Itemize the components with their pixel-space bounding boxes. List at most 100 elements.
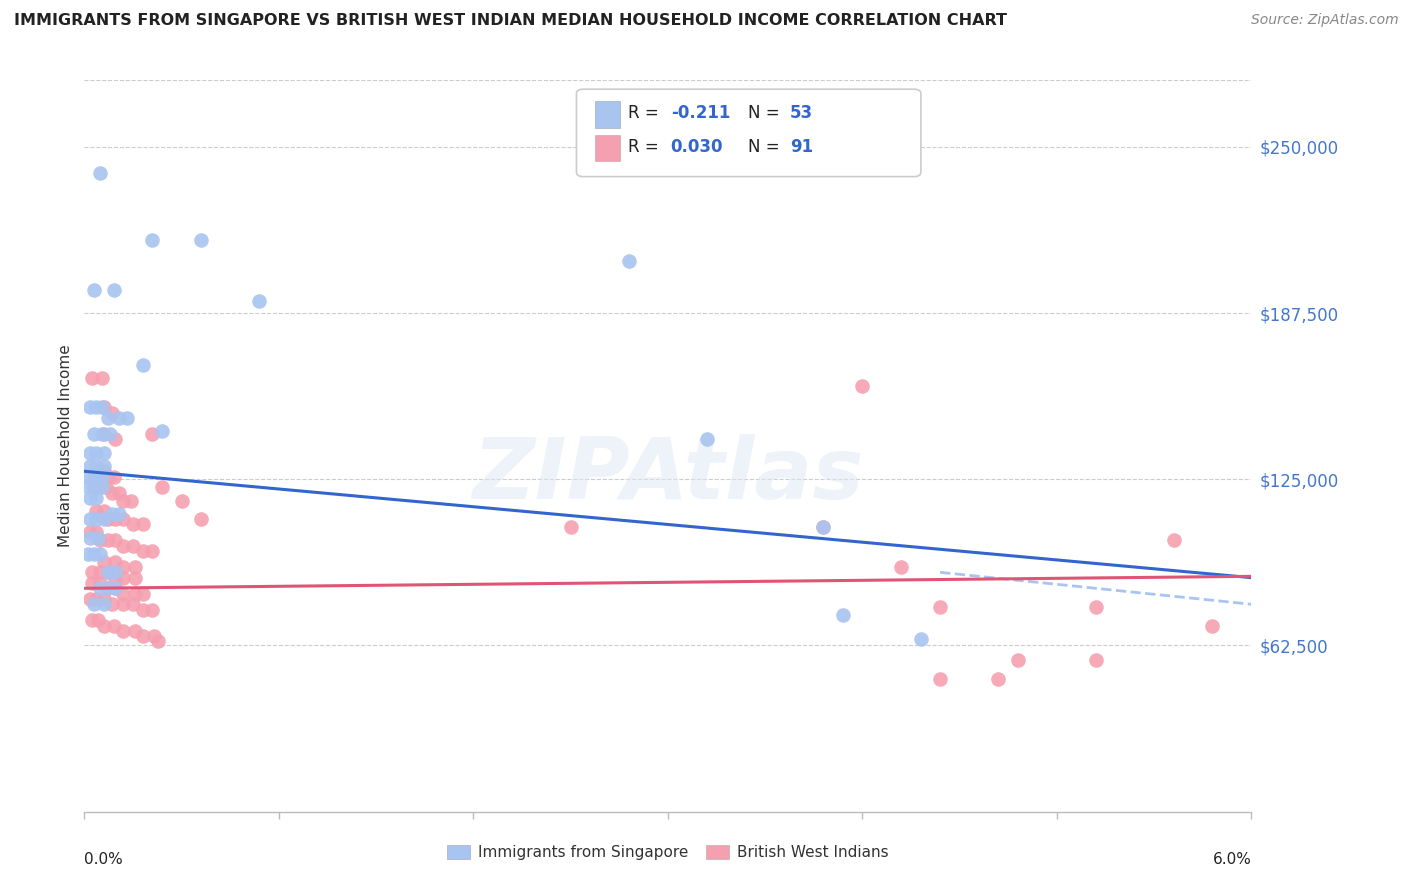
- Point: [617, 254, 640, 268]
- Text: 6.0%: 6.0%: [1212, 852, 1251, 867]
- Point: [89, 533, 111, 548]
- Point: [89, 547, 111, 561]
- Point: [83, 284, 105, 298]
- Point: [79, 445, 101, 459]
- Point: [84, 512, 107, 526]
- Point: [100, 485, 122, 500]
- Point: [103, 618, 125, 632]
- Point: [94, 480, 117, 494]
- Point: [93, 618, 115, 632]
- Point: [100, 406, 122, 420]
- Point: [79, 591, 101, 606]
- Point: [83, 427, 105, 442]
- Point: [132, 517, 155, 532]
- Point: [1201, 618, 1223, 632]
- Point: [108, 485, 131, 500]
- Point: [93, 591, 115, 606]
- Point: [124, 624, 146, 638]
- Point: [90, 401, 112, 415]
- Point: [141, 427, 163, 442]
- Point: [93, 597, 115, 611]
- Point: [112, 586, 135, 600]
- Text: 0.030: 0.030: [671, 138, 723, 156]
- Point: [84, 591, 107, 606]
- Point: [79, 458, 101, 473]
- Text: N =: N =: [748, 104, 785, 122]
- Point: [148, 634, 170, 648]
- Text: R =: R =: [628, 138, 665, 156]
- Point: [696, 433, 718, 447]
- Point: [93, 458, 115, 473]
- Point: [141, 602, 163, 616]
- Text: IMMIGRANTS FROM SINGAPORE VS BRITISH WEST INDIAN MEDIAN HOUSEHOLD INCOME CORRELA: IMMIGRANTS FROM SINGAPORE VS BRITISH WES…: [14, 13, 1007, 29]
- Point: [97, 582, 120, 596]
- Point: [141, 544, 163, 558]
- Point: [108, 507, 131, 521]
- Point: [97, 566, 120, 580]
- Point: [97, 469, 120, 483]
- Point: [150, 480, 173, 494]
- Legend: Immigrants from Singapore, British West Indians: Immigrants from Singapore, British West …: [441, 838, 894, 866]
- Point: [124, 571, 146, 585]
- Point: [1084, 599, 1107, 614]
- Point: [93, 504, 115, 518]
- Point: [851, 379, 873, 393]
- Point: [97, 566, 120, 580]
- Text: Source: ZipAtlas.com: Source: ZipAtlas.com: [1251, 13, 1399, 28]
- Point: [93, 427, 115, 442]
- Point: [560, 520, 582, 534]
- Point: [115, 411, 138, 425]
- Point: [832, 607, 855, 622]
- Text: -0.211: -0.211: [671, 104, 730, 122]
- Point: [104, 582, 127, 596]
- Point: [79, 525, 101, 540]
- Point: [100, 507, 122, 521]
- Point: [83, 480, 105, 494]
- Point: [79, 401, 101, 415]
- Point: [89, 582, 111, 596]
- Point: [98, 427, 121, 442]
- Point: [90, 427, 112, 442]
- Point: [132, 544, 155, 558]
- Point: [249, 293, 271, 308]
- Point: [82, 576, 104, 591]
- Point: [122, 539, 145, 553]
- Point: [104, 566, 127, 580]
- Point: [103, 284, 125, 298]
- Point: [87, 613, 110, 627]
- Point: [89, 166, 111, 180]
- Point: [141, 233, 163, 247]
- Point: [112, 493, 135, 508]
- Text: 53: 53: [790, 104, 813, 122]
- Point: [108, 411, 131, 425]
- Point: [79, 531, 101, 545]
- Point: [132, 358, 155, 372]
- Point: [82, 371, 104, 385]
- Point: [82, 613, 104, 627]
- Text: R =: R =: [628, 104, 665, 122]
- Point: [97, 411, 120, 425]
- Y-axis label: Median Household Income: Median Household Income: [58, 344, 73, 548]
- Point: [987, 672, 1010, 686]
- Point: [97, 512, 120, 526]
- Point: [1163, 533, 1185, 548]
- Point: [112, 571, 135, 585]
- Point: [122, 517, 145, 532]
- Point: [1084, 653, 1107, 667]
- Point: [89, 480, 111, 494]
- Point: [170, 493, 193, 508]
- Point: [82, 566, 104, 580]
- Point: [93, 401, 115, 415]
- Point: [104, 533, 127, 548]
- Point: [104, 571, 127, 585]
- Point: [124, 586, 146, 600]
- Point: [84, 491, 107, 505]
- Point: [87, 531, 110, 545]
- Point: [112, 597, 135, 611]
- Point: [112, 560, 135, 574]
- Point: [1007, 653, 1029, 667]
- Point: [89, 576, 111, 591]
- Point: [104, 433, 127, 447]
- Point: [79, 512, 101, 526]
- Point: [77, 469, 100, 483]
